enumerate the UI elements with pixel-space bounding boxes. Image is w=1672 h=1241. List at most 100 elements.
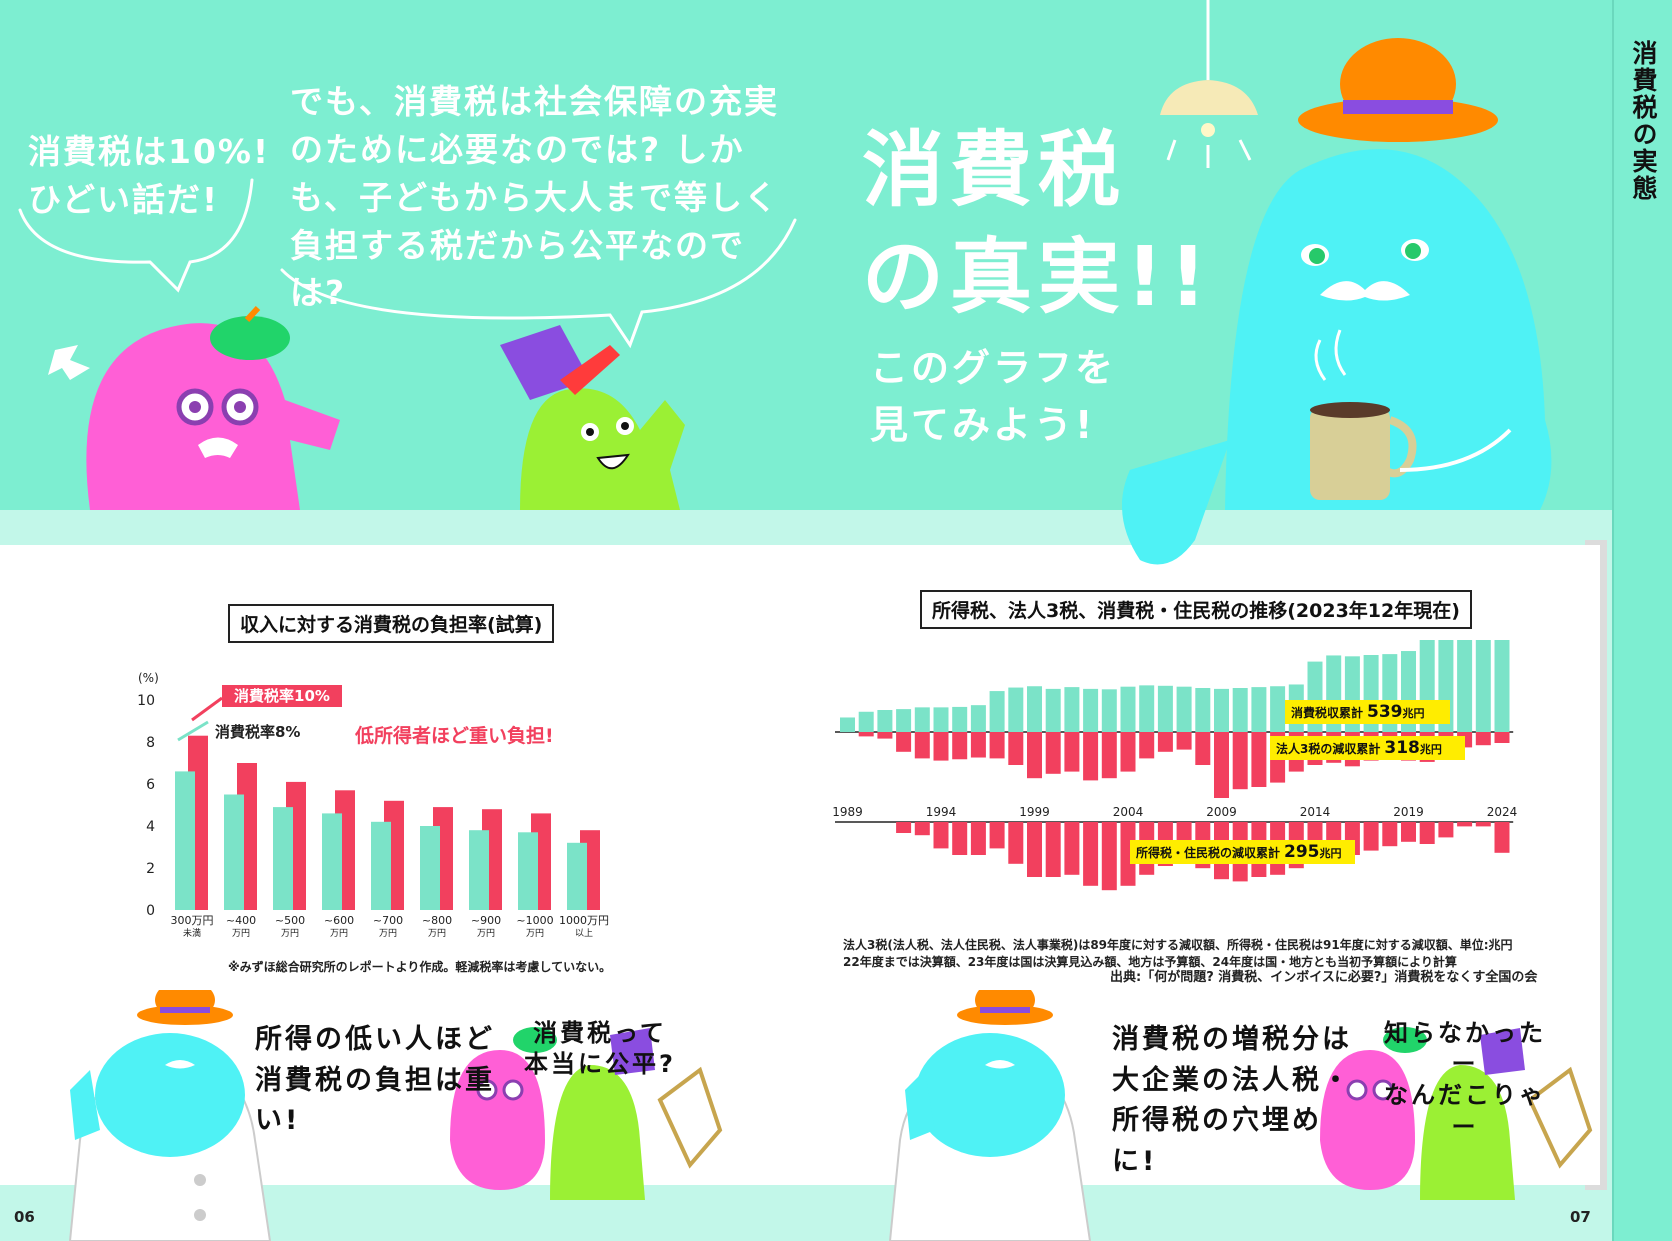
total-box-corporate — [1270, 736, 1465, 760]
x-tick-label: 万円 — [477, 928, 495, 939]
y-tick-label: 2 — [146, 861, 155, 877]
legend-pointer-tax10 — [191, 696, 223, 722]
bar-income-tax-loss — [1045, 822, 1061, 877]
right-chart-source: 出典:「何が問題? 消費税、インボイスに必要?」消費税をなくす全国の会 — [1110, 970, 1538, 985]
bar-consumption-tax — [1176, 686, 1192, 732]
bar-tax8 — [371, 821, 391, 910]
total-label-corporate: 法人3税の減収累計 318兆円 — [1276, 738, 1442, 758]
bar-tax8 — [175, 771, 195, 910]
x-tick-label: 万円 — [232, 928, 250, 939]
bar-tax8 — [469, 830, 489, 910]
bar-corporate-tax-loss — [858, 732, 874, 737]
legend-label-tax8: 消費税率8% — [215, 723, 300, 741]
chart-annotation: 低所得者ほど重い負担! — [354, 724, 554, 747]
hero-title: 消費税 の真実!! — [862, 123, 1213, 325]
bar-consumption-tax — [933, 707, 949, 732]
x-tick-label: ~1000 — [516, 914, 553, 927]
bar-tax8 — [420, 826, 440, 910]
bar-corporate-tax-loss — [952, 732, 968, 760]
bar-tax8 — [567, 842, 587, 910]
blue-arm — [1122, 440, 1230, 565]
bar-consumption-tax — [970, 705, 986, 732]
bar-income-tax-loss — [1008, 822, 1024, 864]
bar-income-tax-loss — [1438, 822, 1454, 838]
bar-consumption-tax — [952, 706, 968, 732]
green-character — [500, 325, 685, 510]
bar-income-tax-loss — [952, 822, 968, 855]
ceiling-lamp — [1160, 0, 1258, 168]
bar-consumption-tax — [1064, 687, 1080, 732]
bar-consumption-tax — [840, 717, 855, 732]
bar-income-tax-loss — [1475, 822, 1491, 827]
x-tick-label: ~900 — [471, 914, 501, 927]
x-tick-label: 1999 — [1019, 805, 1050, 819]
x-tick-label: 2019 — [1393, 805, 1424, 819]
bar-consumption-tax — [1101, 689, 1117, 732]
professor-character-right — [888, 990, 1092, 1241]
bar-consumption-tax — [1083, 688, 1099, 732]
page-number-right: 07 — [1570, 1208, 1591, 1226]
y-axis-unit: (%) — [138, 671, 159, 685]
legend-label-tax10: 消費税率10% — [234, 687, 330, 705]
bar-corporate-tax-loss — [1083, 732, 1099, 781]
bar-consumption-tax — [858, 711, 874, 732]
speech-bubble-middle-outline — [280, 218, 797, 349]
bar-corporate-tax-loss — [1008, 732, 1024, 765]
bar-income-tax-loss — [1027, 822, 1042, 877]
speech-left-main: 所得の低い人ほど 消費税の負担は重い! — [255, 1024, 495, 1136]
bar-income-tax-loss — [914, 822, 930, 836]
bar-corporate-tax-loss — [1120, 732, 1136, 772]
x-tick-label: 未満 — [183, 927, 201, 939]
left-chart: (%)1086420300万円未満~400万円~500万円~600万円~700万… — [137, 671, 609, 939]
y-tick-label: 10 — [137, 693, 155, 709]
bar-consumption-tax — [1270, 686, 1286, 732]
bar-corporate-tax-loss — [1101, 732, 1117, 779]
bar-consumption-tax — [1045, 688, 1061, 732]
left-chart-title: 収入に対する消費税の負担率(試算) — [228, 604, 555, 643]
speech-right-small: 知らなかったー なんだこりゃー — [1384, 1019, 1546, 1141]
x-tick-label: 2009 — [1206, 805, 1237, 819]
y-tick-label: 6 — [146, 777, 155, 793]
bar-income-tax-loss — [1457, 822, 1473, 827]
bar-corporate-tax-loss — [1027, 732, 1042, 779]
bar-income-tax-loss — [1064, 822, 1080, 875]
duo-characters-right — [1320, 1027, 1593, 1200]
right-chart-note-2: 22年度までは決算額、23年度は国は決算見込み額、地方は予算額、24年度は国・地… — [843, 955, 1457, 969]
bar-consumption-tax — [877, 710, 893, 732]
bar-income-tax-loss — [1363, 822, 1379, 851]
bar-income-tax-loss — [1401, 822, 1416, 842]
bar-corporate-tax-loss — [1157, 732, 1173, 752]
bar-corporate-tax-loss — [933, 732, 949, 761]
bar-corporate-tax-loss — [896, 732, 912, 752]
x-tick-label: ~600 — [324, 914, 354, 927]
bubble-text-left: 消費税は10%! ひどい話だ! — [28, 132, 271, 219]
bar-income-tax-loss — [970, 822, 986, 855]
x-tick-label: 300万円 — [171, 914, 214, 927]
page-number-left: 06 — [14, 1208, 35, 1226]
x-tick-label: 万円 — [330, 928, 348, 939]
bar-consumption-tax — [1195, 688, 1211, 732]
bar-income-tax-loss — [933, 822, 949, 849]
legend-box-tax10 — [222, 685, 342, 707]
bar-consumption-tax — [914, 707, 930, 732]
bubble-text-middle: でも、消費税は社会保障の充実のために必要なのでは? しかも、子どもから大人まで等… — [290, 82, 780, 313]
x-tick-label: 万円 — [428, 928, 446, 939]
side-tab — [1612, 0, 1672, 1241]
speech-left-small: 消費税って 本当に公平? — [524, 1019, 676, 1079]
x-tick-label: 1994 — [926, 805, 957, 819]
bar-tax8 — [518, 832, 538, 910]
bar-income-tax-loss — [1120, 822, 1136, 886]
x-tick-label: 以上 — [575, 928, 593, 939]
total-box-consumption — [1285, 700, 1450, 724]
bar-consumption-tax — [1475, 640, 1491, 732]
bar-corporate-tax-loss — [1475, 732, 1491, 746]
bar-corporate-tax-loss — [1214, 732, 1229, 798]
y-tick-label: 4 — [146, 819, 155, 835]
bar-income-tax-loss — [1382, 822, 1398, 847]
bar-consumption-tax — [989, 691, 1005, 732]
total-label-consumption: 消費税収累計 539兆円 — [1291, 702, 1425, 722]
x-tick-label: ~700 — [373, 914, 403, 927]
left-chart-note: ※みずほ総合研究所のレポートより作成。軽減税率は考慮していない。 — [228, 960, 612, 974]
right-chart-note-1: 法人3税(法人税、法人住民税、法人事業税)は89年度に対する減収額、所得税・住民… — [843, 938, 1513, 952]
bar-consumption-tax — [1494, 640, 1510, 732]
